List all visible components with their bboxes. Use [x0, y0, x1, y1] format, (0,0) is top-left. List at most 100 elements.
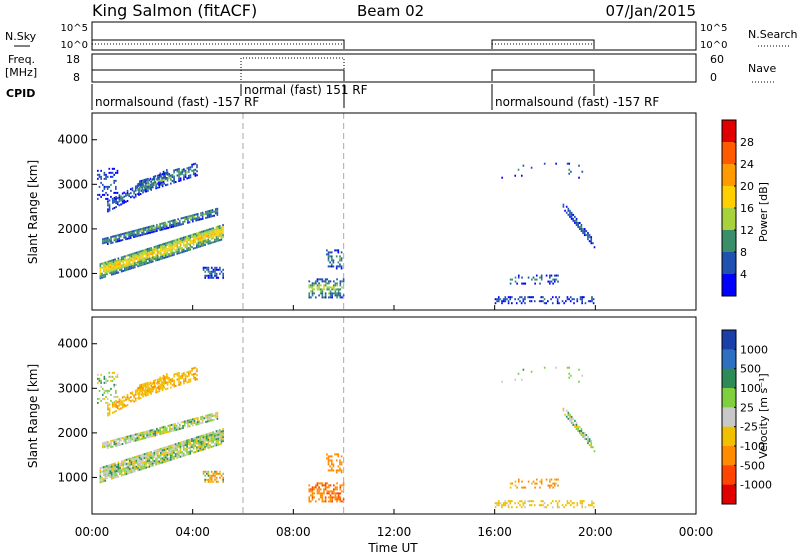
echo-cell	[184, 171, 187, 174]
echo-cell	[106, 471, 108, 474]
echo-cell	[137, 386, 139, 389]
echo-cell	[173, 375, 175, 378]
echo-cell	[543, 298, 546, 301]
echo-cell	[109, 264, 112, 267]
echo-cell	[125, 268, 128, 271]
echo-cell	[207, 234, 210, 237]
echo-cell	[148, 183, 151, 186]
echo-cell	[181, 441, 183, 444]
echo-cell	[195, 213, 197, 216]
echo-cell	[138, 232, 140, 235]
echo-cell	[153, 245, 156, 248]
echo-cell	[192, 451, 195, 454]
echo-cell	[145, 392, 148, 395]
echo-cell	[153, 252, 156, 255]
echo-cell	[146, 466, 149, 469]
echo-cell	[178, 252, 180, 255]
echo-cell	[124, 436, 127, 439]
echo-cell	[202, 472, 205, 475]
echo-cell	[140, 179, 143, 182]
echo-cell	[192, 439, 195, 442]
echo-cell	[173, 245, 175, 248]
echo-cell	[148, 249, 151, 252]
echo-cell	[591, 300, 593, 303]
echo-cell	[110, 171, 112, 174]
echo-cell	[202, 268, 205, 271]
echo-cell	[192, 377, 195, 380]
echo-cell	[115, 171, 117, 174]
power-colorbar-tick: 4	[740, 268, 747, 281]
echo-cell	[184, 375, 187, 378]
echo-cell	[205, 212, 207, 215]
echo-cell	[188, 374, 190, 377]
echo-cell	[138, 186, 141, 189]
echo-cell	[190, 420, 193, 423]
echo-cell	[108, 413, 111, 416]
echo-cell	[104, 269, 107, 272]
echo-cell	[178, 246, 180, 249]
echo-cell	[177, 422, 179, 425]
echo-cell	[217, 480, 220, 483]
echo-cell	[319, 290, 322, 293]
echo-cell	[127, 258, 129, 261]
echo-cell	[143, 384, 146, 387]
echo-cell	[161, 389, 164, 392]
echo-cell	[186, 241, 188, 244]
echo-cell	[520, 302, 523, 305]
echo-cell	[562, 205, 565, 208]
echo-cell	[165, 172, 167, 175]
echo-cell	[210, 474, 213, 477]
echo-cell	[162, 226, 165, 229]
echo-cell	[174, 427, 176, 430]
echo-cell	[205, 239, 208, 242]
echo-cell	[174, 249, 177, 252]
echo-cell	[204, 470, 207, 473]
echo-cell	[182, 220, 184, 223]
echo-cell	[581, 504, 584, 507]
echo-cell	[195, 219, 197, 222]
echo-cell	[170, 423, 173, 426]
echo-cell	[123, 399, 126, 402]
echo-cell	[108, 442, 111, 445]
echo-cell	[329, 296, 332, 299]
echo-cell	[179, 241, 182, 244]
echo-cell	[138, 230, 140, 233]
echo-cell	[121, 406, 124, 409]
echo-cell	[310, 290, 312, 293]
echo-cell	[184, 175, 187, 178]
echo-cell	[183, 218, 186, 221]
echo-cell	[147, 183, 149, 186]
echo-cell	[147, 181, 149, 184]
echo-cell	[199, 449, 201, 452]
echo-cell	[200, 212, 202, 215]
echo-cell	[337, 498, 340, 501]
echo-cell	[115, 476, 118, 479]
echo-cell	[134, 185, 137, 188]
echo-cell	[155, 459, 157, 462]
echo-cell	[190, 214, 193, 217]
echo-cell	[178, 179, 180, 182]
echo-cell	[134, 189, 137, 192]
echo-cell	[146, 436, 148, 439]
echo-cell	[100, 379, 102, 382]
echo-cell	[133, 260, 136, 263]
echo-cell	[181, 453, 183, 456]
echo-cell	[147, 232, 150, 235]
echo-cell	[157, 385, 160, 388]
echo-cell	[148, 187, 151, 190]
echo-cell	[210, 235, 213, 238]
echo-cell	[128, 231, 130, 234]
echo-cell	[129, 434, 132, 437]
echo-cell	[179, 375, 182, 378]
echo-cell	[112, 199, 114, 202]
echo-cell	[210, 233, 213, 236]
echo-cell	[118, 239, 121, 242]
echo-cell	[158, 252, 161, 255]
echo-cell	[184, 454, 187, 457]
echo-cell	[196, 450, 198, 453]
echo-cell	[494, 302, 497, 305]
echo-cell	[189, 166, 192, 169]
echo-cell	[199, 237, 201, 240]
echo-cell	[115, 468, 118, 471]
echo-cell	[170, 382, 172, 385]
